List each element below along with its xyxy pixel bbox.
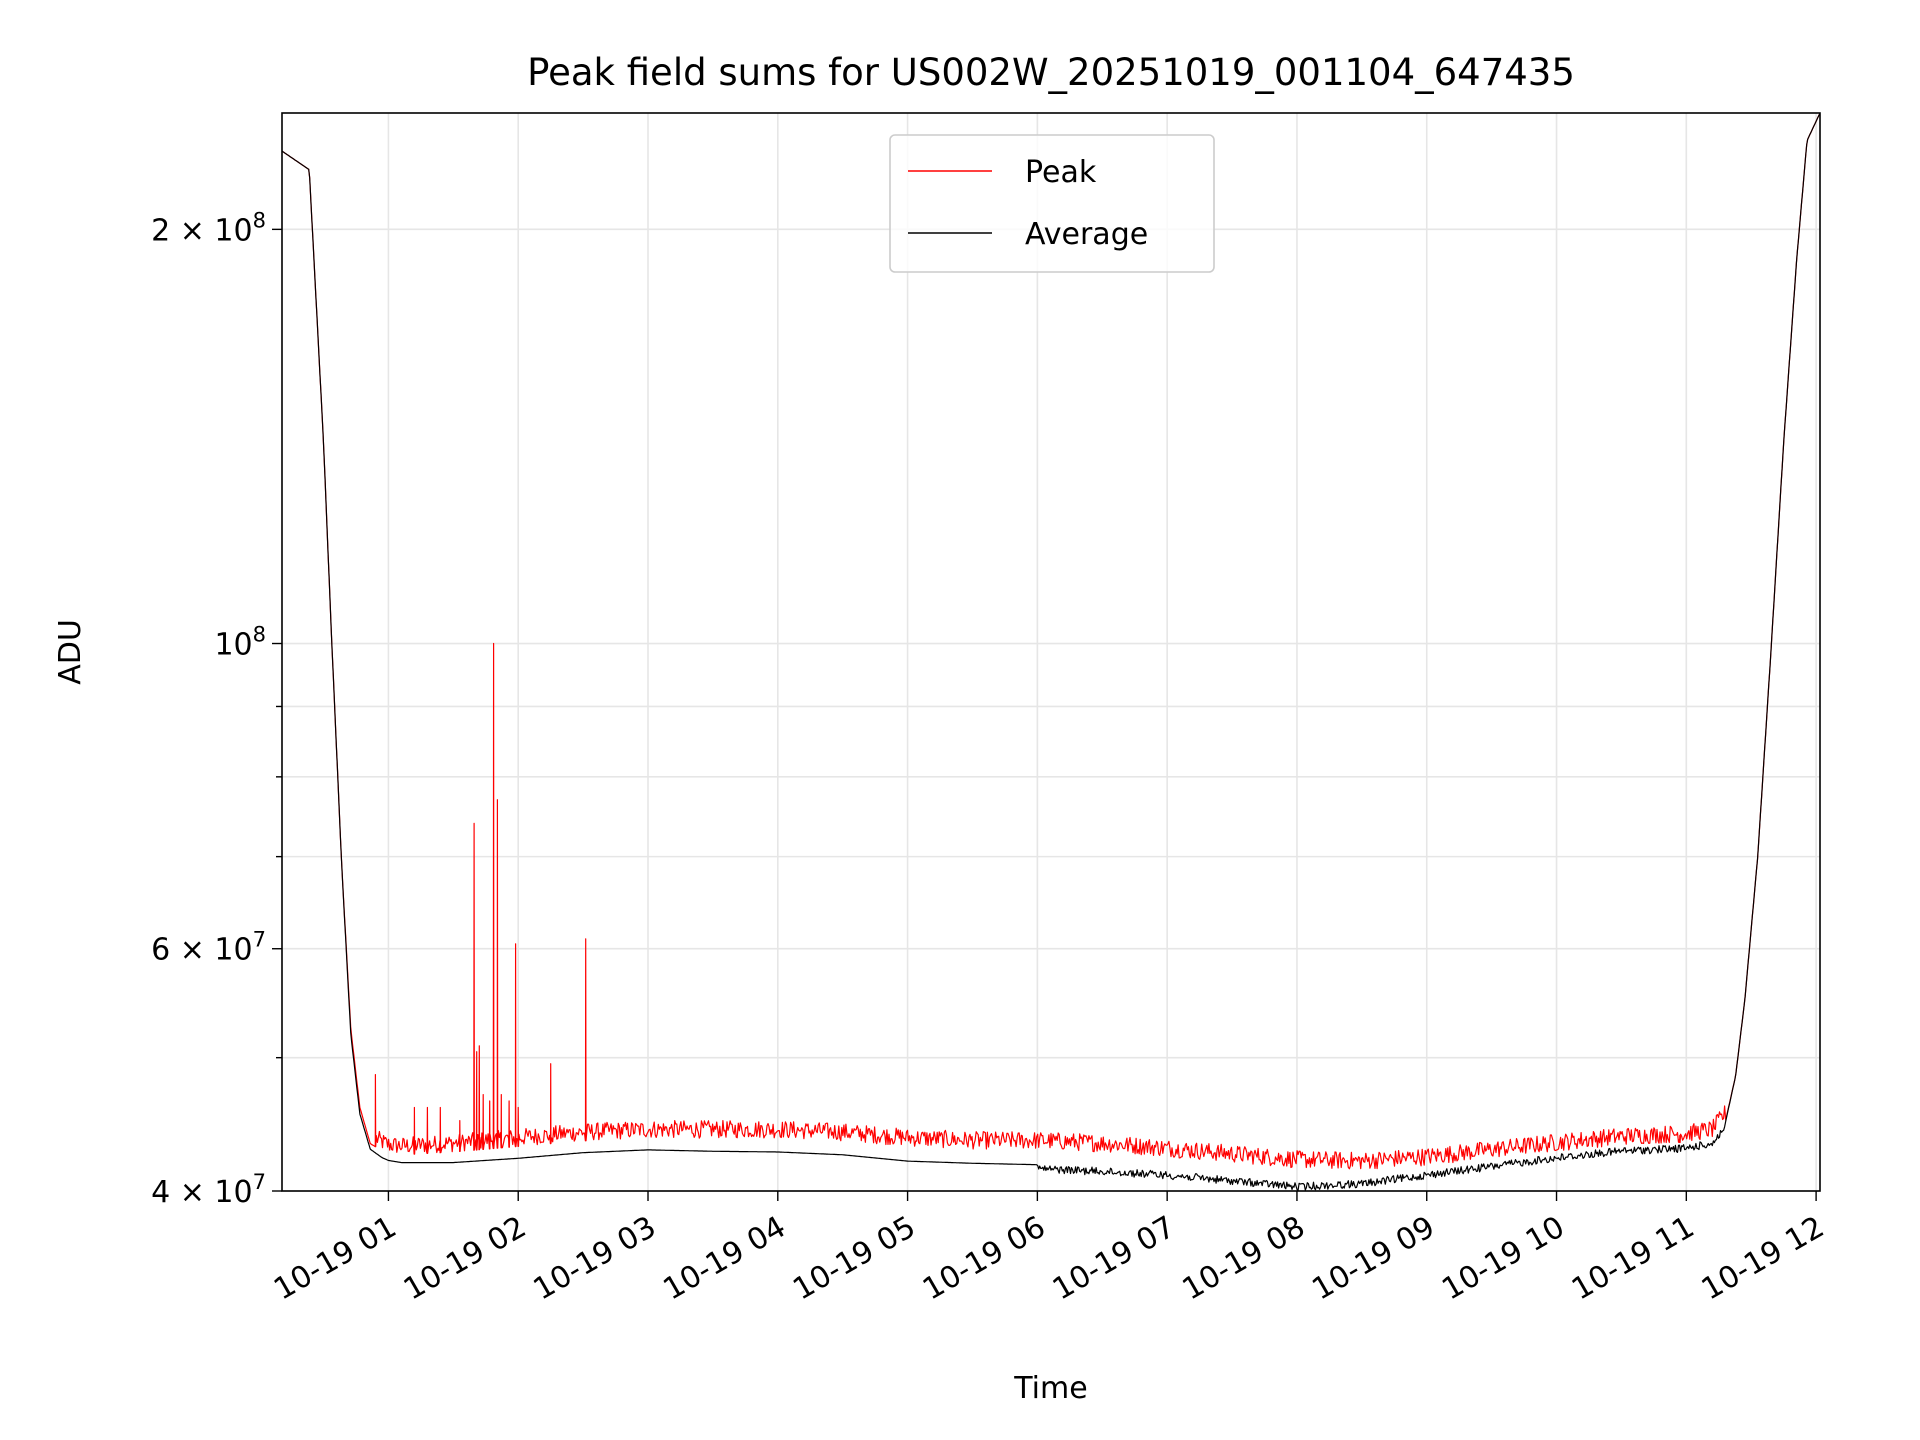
series-layer [281,112,1821,1191]
chart-title: Peak field sums for US002W_20251019_0011… [527,51,1575,94]
x-axis-label: Time [1013,1371,1087,1406]
y-tick-label: 6 × 107 [151,928,266,968]
axes-frame [281,112,1821,1192]
y-tick-label: 4 × 107 [151,1170,266,1210]
grid [282,113,1820,1192]
legend-frame [889,134,1215,273]
legend-label-peak: Peak [1025,155,1097,190]
series-line-peak [281,112,1821,1170]
y-axis: 4 × 107 6 × 107 108 2 × 108 [151,208,282,1210]
legend-label-average: Average [1025,217,1148,252]
y-tick-label: 2 × 108 [151,208,266,248]
y-axis-label: ADU [53,619,88,685]
y-tick-label: 108 [214,623,266,663]
plot-area [281,112,1821,1192]
legend: Peak Average [889,134,1215,273]
axes-background [282,113,1820,1191]
series-line-average [281,112,1821,1191]
